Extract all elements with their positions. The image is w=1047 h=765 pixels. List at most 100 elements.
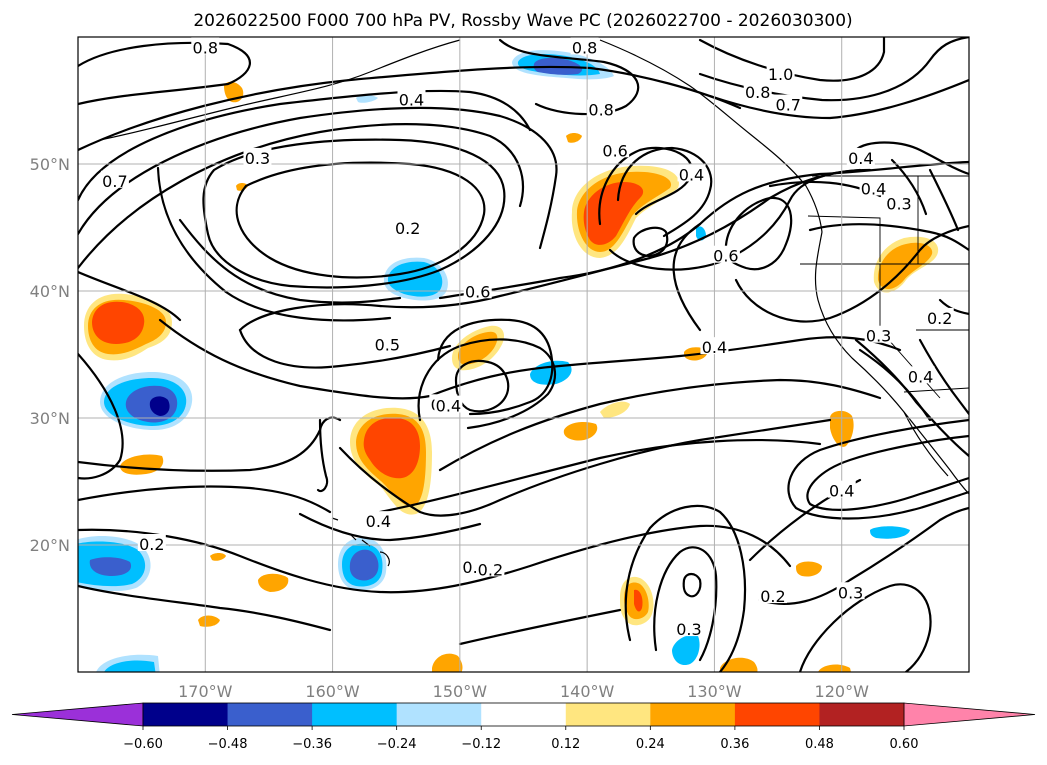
contour-label-bg bbox=[700, 337, 729, 355]
coastlines bbox=[99, 39, 969, 567]
pv-contour-0.4 bbox=[918, 338, 969, 416]
map-area bbox=[78, 37, 969, 672]
contour-label: 0.6 bbox=[711, 245, 740, 266]
contour-label: 0.2 bbox=[925, 307, 954, 328]
pv-contour-0.3 bbox=[798, 583, 932, 672]
anomaly-positive bbox=[210, 553, 226, 561]
pv-contour-0.2 bbox=[235, 161, 486, 279]
x-tick-label: 160°W bbox=[305, 682, 360, 701]
pv-contour-0.5 bbox=[238, 328, 452, 369]
anomaly-negative bbox=[89, 557, 132, 576]
contour-label-bg bbox=[373, 334, 402, 352]
colorbar-bin bbox=[227, 703, 313, 726]
colorbar-extend-min bbox=[11, 702, 144, 727]
anomaly-positive bbox=[92, 301, 145, 344]
y-tick-label: 50°N bbox=[30, 155, 70, 174]
alaska-coast bbox=[99, 39, 461, 141]
contour-label-bg bbox=[601, 140, 630, 158]
pv-contour-0.4 bbox=[436, 318, 554, 416]
pv-contour-0.2 bbox=[653, 546, 718, 662]
pv-contour-0.6 bbox=[734, 224, 969, 323]
anomaly-negative bbox=[349, 549, 379, 581]
pv-contour-0.4 bbox=[338, 418, 832, 517]
anomaly-positive bbox=[566, 133, 582, 143]
contour-label-bg bbox=[393, 217, 422, 235]
contour-label: 0.6 bbox=[463, 281, 492, 301]
colorbar-tick-label: −0.48 bbox=[208, 737, 248, 752]
contour-label-text: 0.2 bbox=[927, 309, 952, 328]
pv-contour-0.4 bbox=[806, 434, 969, 511]
y-tick-label: 40°N bbox=[30, 282, 70, 301]
contour-label-text: 0.7 bbox=[776, 96, 801, 115]
pv-contour-0.6 bbox=[672, 222, 702, 332]
contour-label-bg bbox=[100, 170, 129, 188]
contour-label-bg bbox=[674, 619, 703, 637]
chart-title: 2026022500 F000 700 hPa PV, Rossby Wave … bbox=[193, 11, 852, 31]
contour-label-text: 0.6 bbox=[465, 282, 490, 301]
pv-contour-0.4 bbox=[78, 416, 342, 472]
contour-label: 0.6 bbox=[601, 140, 630, 160]
contour-label: 0.4 bbox=[846, 147, 875, 168]
contour-label-bg bbox=[434, 395, 463, 413]
colorbar-tick-label: −0.24 bbox=[377, 737, 417, 752]
pv-contour-0.2 bbox=[458, 608, 622, 646]
colorbar-tick-label: 0.36 bbox=[720, 737, 749, 752]
contour-label-text: 0.3 bbox=[838, 583, 863, 602]
pv-contour-0.3 bbox=[298, 512, 482, 542]
pv-contour-0.4 bbox=[854, 141, 969, 176]
contour-label-text: 0.2 bbox=[139, 535, 164, 554]
pv-contour-0.8 bbox=[78, 41, 251, 106]
anomaly-negative bbox=[672, 634, 700, 666]
colorbar-bin bbox=[396, 703, 482, 726]
pv-contour-0.3 bbox=[202, 138, 506, 289]
colorbar-bin bbox=[143, 703, 229, 726]
contour-label-bg bbox=[743, 81, 772, 99]
contour-label: 0.7 bbox=[774, 94, 803, 115]
contour-label-bg bbox=[774, 94, 803, 112]
gridlines bbox=[78, 37, 969, 672]
anomaly-shading bbox=[78, 50, 939, 672]
contour-label: 0.3 bbox=[836, 582, 865, 602]
pv-contour-0.4 bbox=[428, 336, 902, 398]
contour-label-text: 0.2 bbox=[395, 219, 420, 238]
contour-label-bg bbox=[758, 586, 787, 604]
pv-contour-0.4 bbox=[78, 352, 124, 480]
contour-label-text: 0.8 bbox=[745, 83, 770, 102]
colorbar-bin bbox=[819, 703, 905, 726]
anomaly-negative bbox=[870, 526, 910, 539]
pv-contour-0.4 bbox=[316, 418, 329, 493]
contour-label-bg bbox=[766, 64, 795, 82]
colorbar-tick-label: −0.36 bbox=[292, 737, 332, 752]
contour-label-text: 0.3 bbox=[676, 620, 701, 639]
colorbar-bin bbox=[734, 703, 820, 726]
anomaly-negative bbox=[149, 396, 170, 416]
pv-contour-1.0 bbox=[698, 37, 886, 82]
contour-label-text: 0.3 bbox=[866, 327, 891, 346]
contour-label-bg bbox=[191, 37, 220, 55]
y-tick-label: 20°N bbox=[30, 536, 70, 555]
pv-contour-0.4 bbox=[78, 65, 742, 152]
x-tick-label: 140°W bbox=[560, 682, 615, 701]
contour-label-text: 0.4 bbox=[702, 338, 727, 357]
contour-label: 1.0 bbox=[766, 64, 795, 84]
contour-label: 0.4 bbox=[677, 164, 706, 184]
contour-label-bg bbox=[476, 559, 505, 577]
pv-contour-0.4 bbox=[858, 348, 932, 422]
pv-contour-0.6 bbox=[616, 146, 713, 238]
contour-label-text: 0.6 bbox=[713, 247, 738, 266]
contour-label-text: 0.4 bbox=[366, 512, 391, 531]
anomaly-positive bbox=[796, 561, 822, 577]
contour-label-bg bbox=[397, 89, 426, 107]
contour-label-bg bbox=[884, 193, 913, 211]
contour-label: 0.3 bbox=[674, 619, 703, 639]
anomaly-positive bbox=[634, 589, 643, 612]
contour-label: 0.4 bbox=[859, 178, 888, 198]
contour-label: 0.3 bbox=[864, 325, 893, 346]
colorbar-tick-label: −0.60 bbox=[123, 737, 163, 752]
contour-label-bg bbox=[587, 99, 616, 117]
contour-label: 0.8 bbox=[743, 81, 772, 102]
pv-contour-0.3 bbox=[682, 572, 702, 598]
x-tick-label: 130°W bbox=[687, 682, 742, 701]
colorbar-tick-label: 0.60 bbox=[890, 737, 919, 752]
anomaly-positive bbox=[432, 653, 463, 672]
